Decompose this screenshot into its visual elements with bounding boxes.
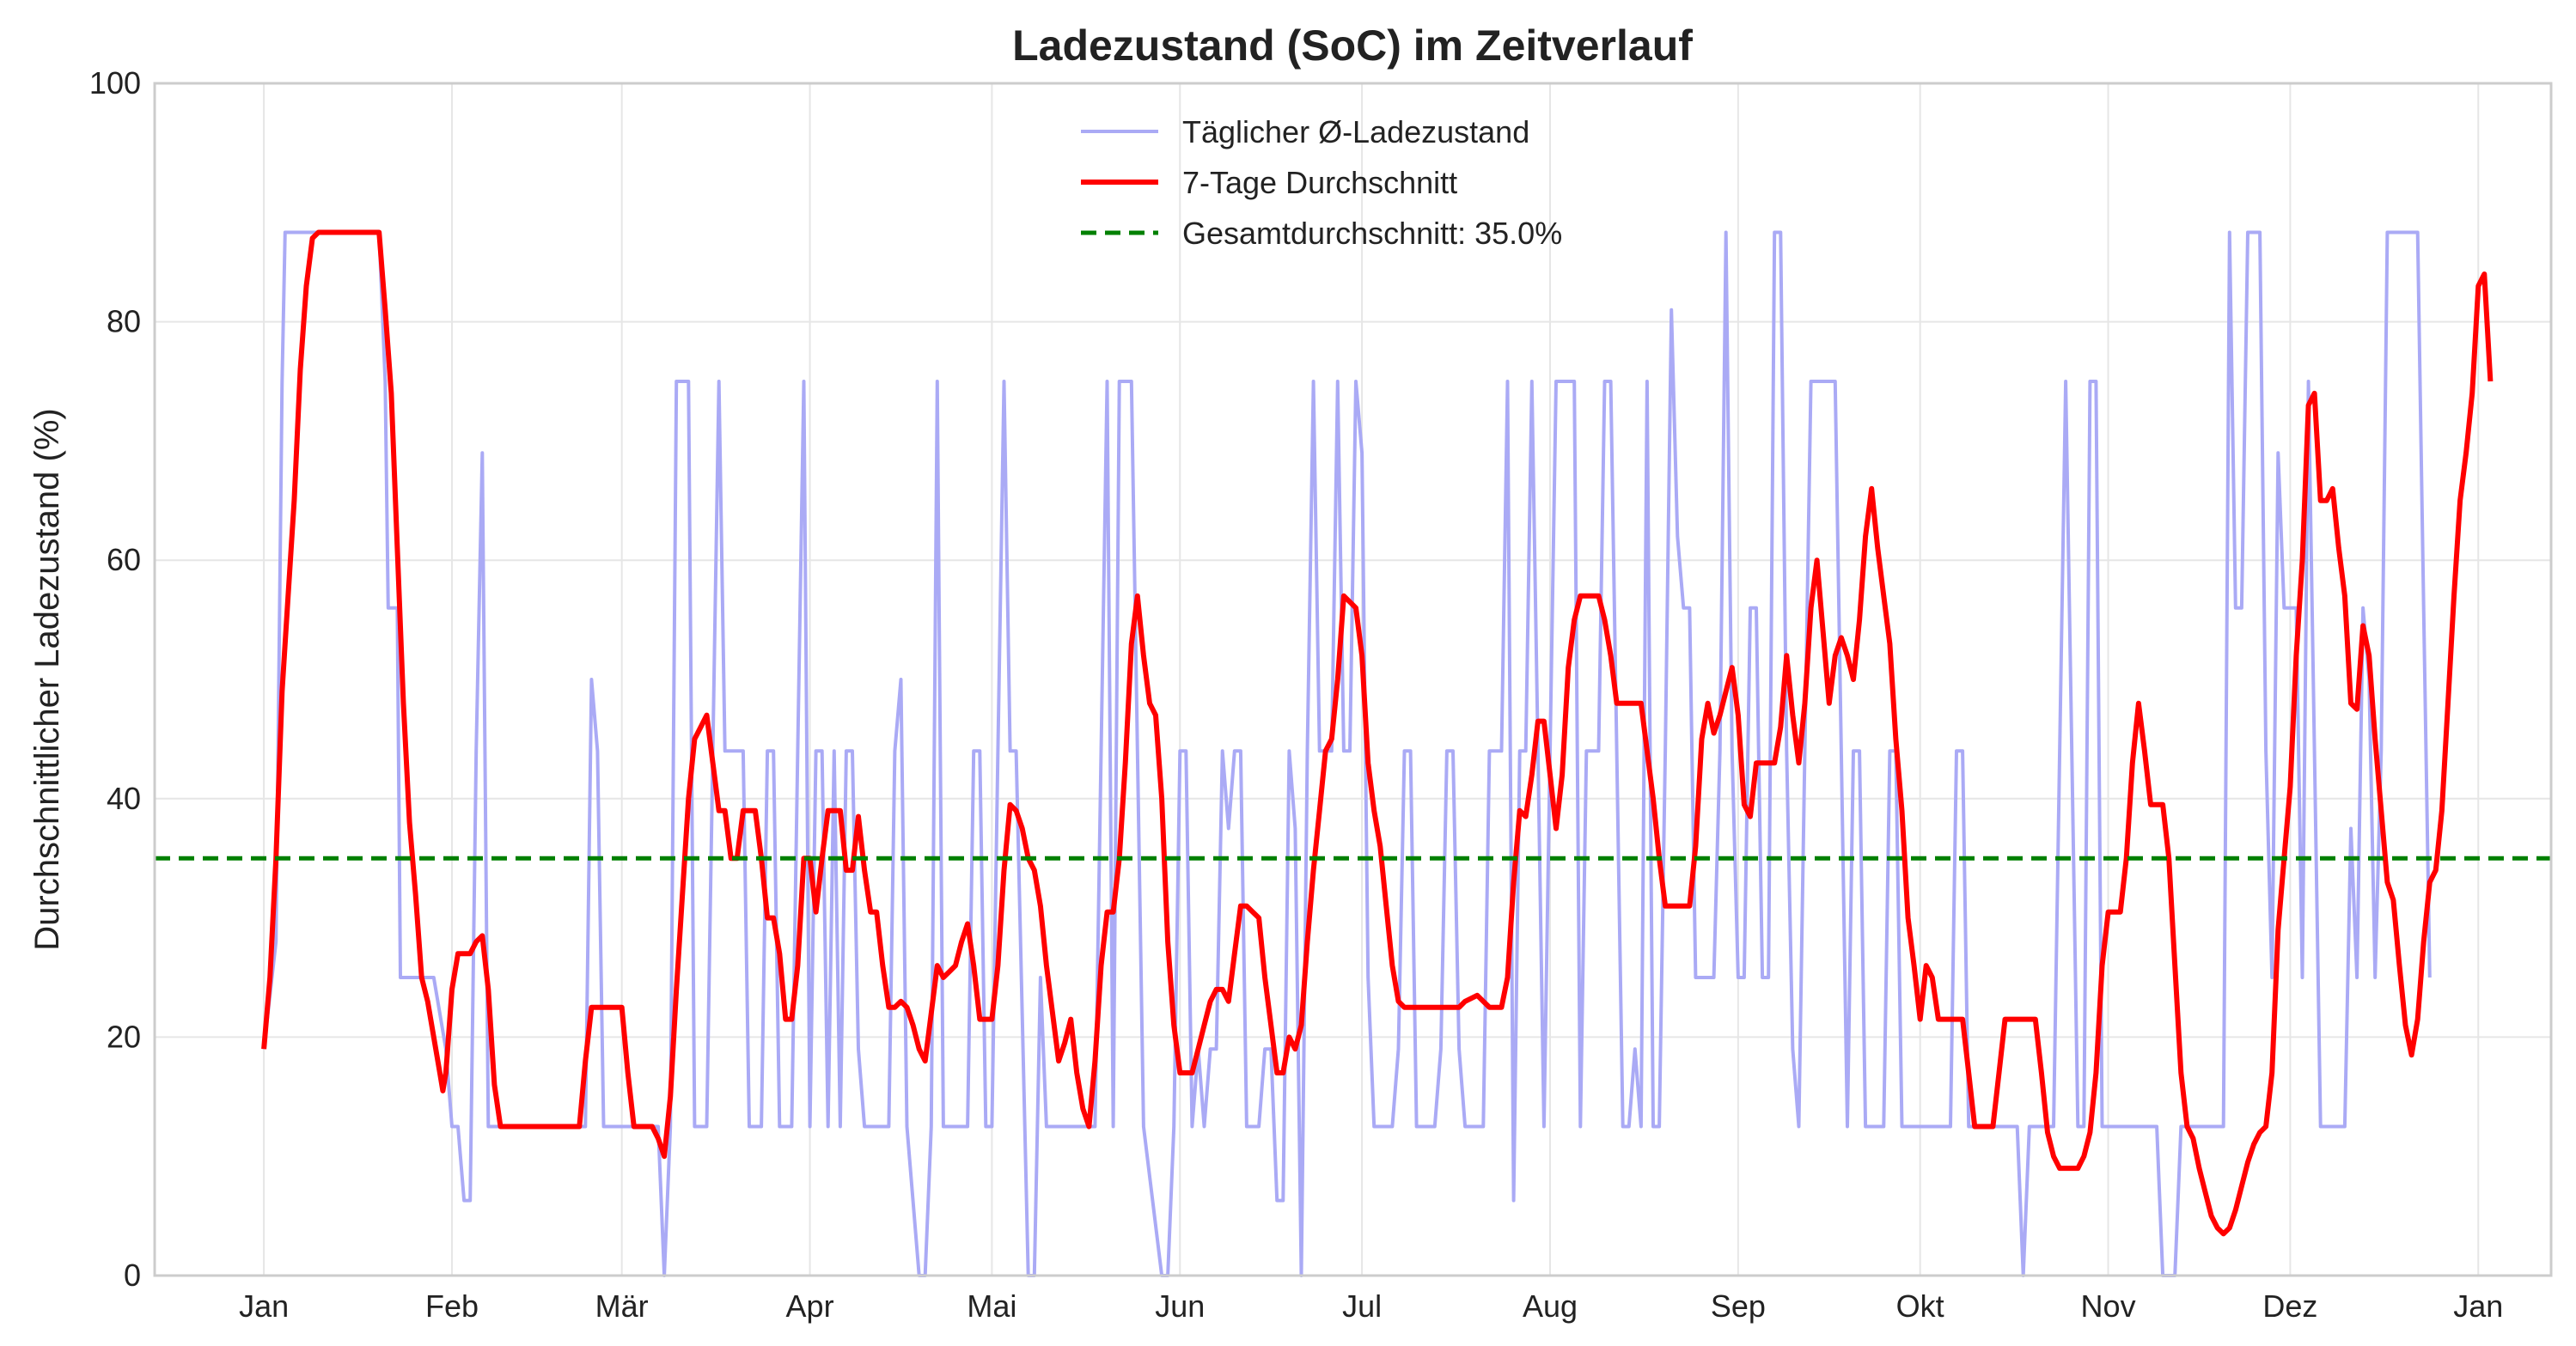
x-tick-label: Mär xyxy=(595,1288,649,1324)
x-tick-label: Jan xyxy=(2453,1288,2503,1324)
chart-title: Ladezustand (SoC) im Zeitverlauf xyxy=(1012,21,1693,70)
y-tick-label: 0 xyxy=(124,1258,141,1293)
x-tick-label: Mai xyxy=(967,1288,1016,1324)
x-tick-label: Jun xyxy=(1155,1288,1205,1324)
x-tick-label: Sep xyxy=(1711,1288,1766,1324)
x-tick-label: Jan xyxy=(239,1288,289,1324)
series-line-0 xyxy=(262,230,2432,1277)
y-tick-label: 40 xyxy=(107,781,141,816)
legend-label-7day: 7-Tage Durchschnitt xyxy=(1182,165,1457,200)
y-tick-label: 20 xyxy=(107,1019,141,1054)
y-axis-label: Durchschnittlicher Ladezustand (%) xyxy=(28,408,66,950)
x-tick-label: Okt xyxy=(1896,1288,1944,1324)
series-line-1 xyxy=(261,229,2494,1237)
x-tick-label: Apr xyxy=(786,1288,834,1324)
y-tick-label: 60 xyxy=(107,542,141,577)
x-tick-label: Nov xyxy=(2081,1288,2136,1324)
y-tick-label: 100 xyxy=(89,65,141,100)
x-tick-label: Aug xyxy=(1523,1288,1578,1324)
x-tick-label: Feb xyxy=(425,1288,479,1324)
x-tick-label: Dez xyxy=(2262,1288,2317,1324)
series-layer xyxy=(155,229,2551,1277)
x-tick-label: Jul xyxy=(1342,1288,1382,1324)
legend-label-overall-mean: Gesamtdurchschnitt: 35.0% xyxy=(1182,216,1562,251)
y-tick-label: 80 xyxy=(107,304,141,339)
legend: Täglicher Ø-Ladezustand 7-Tage Durchschn… xyxy=(1081,114,1562,251)
plot-frame xyxy=(153,82,2553,1277)
tick-labels: 0 20 40 60 80 100 Jan Feb Mär Apr Mai Jun Jul Aug Sep O… xyxy=(89,65,2503,1324)
legend-label-daily: Täglicher Ø-Ladezustand xyxy=(1182,114,1529,149)
